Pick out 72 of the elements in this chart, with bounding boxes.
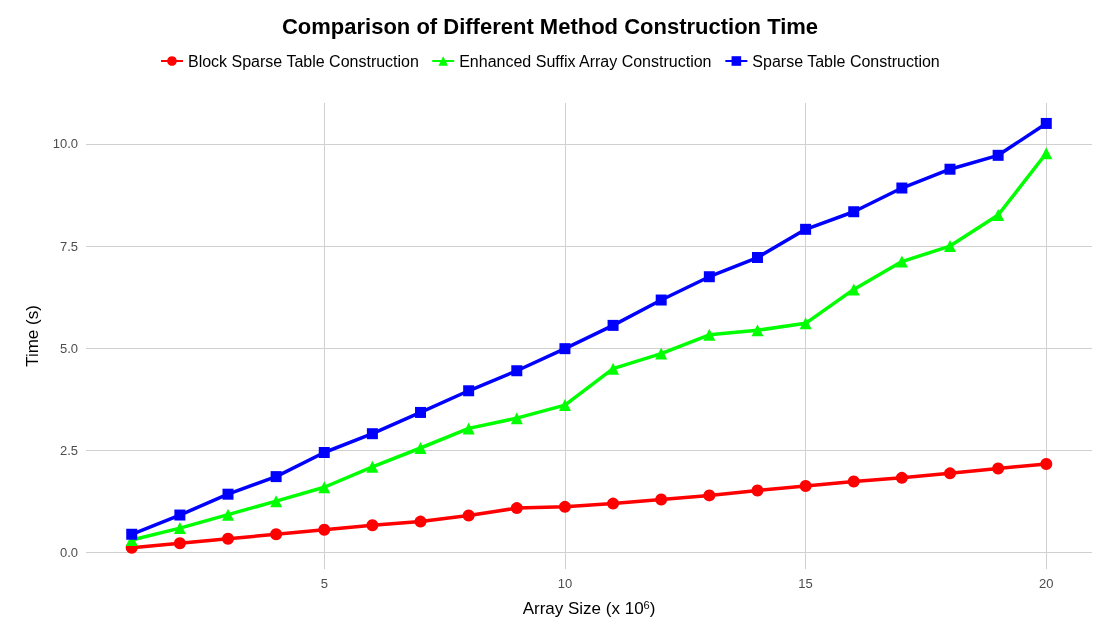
point	[992, 149, 1004, 161]
point	[944, 163, 956, 175]
point	[366, 460, 379, 473]
point	[703, 328, 716, 341]
point	[607, 319, 619, 331]
point	[173, 522, 186, 535]
y-tick-label: 5.0	[59, 340, 78, 356]
point	[895, 471, 908, 484]
chart-title: Comparison of Different Method Construction Time	[281, 13, 819, 39]
legend-label: Sparse Table Construction	[752, 52, 940, 70]
point	[558, 399, 571, 412]
x-tick-label: 5	[320, 576, 328, 591]
point	[751, 252, 763, 264]
point	[318, 481, 331, 494]
point	[318, 447, 330, 458]
y-tick-label: 2.5	[59, 442, 78, 458]
point	[174, 509, 186, 521]
x-tick-label: 10	[557, 576, 573, 591]
point	[414, 442, 427, 454]
x-tick-label: 20	[1039, 576, 1054, 591]
point	[655, 294, 667, 306]
point	[510, 502, 523, 515]
point	[847, 475, 860, 488]
point	[895, 255, 908, 268]
point	[318, 523, 331, 536]
y-tick-label: 7.5	[59, 238, 78, 254]
point	[366, 428, 378, 440]
point	[944, 240, 956, 253]
point	[510, 412, 523, 425]
point	[559, 343, 571, 355]
point	[1040, 457, 1053, 470]
point	[1040, 117, 1052, 129]
point	[222, 508, 234, 521]
point	[270, 528, 283, 541]
point	[848, 206, 860, 218]
point	[366, 519, 379, 532]
point	[1040, 147, 1053, 160]
point	[462, 509, 475, 522]
point	[800, 223, 812, 235]
y-axis-title: Time (s)	[23, 305, 42, 367]
point	[414, 515, 427, 528]
point	[126, 528, 138, 540]
point	[703, 489, 716, 502]
point	[415, 406, 427, 418]
point	[463, 385, 475, 397]
point	[607, 497, 620, 510]
y-tick-label: 10.0	[52, 136, 78, 152]
point	[270, 495, 283, 508]
legend-label: Enhanced Suffix Array Construction	[459, 52, 712, 70]
point	[751, 324, 764, 337]
point	[655, 493, 668, 506]
point	[222, 532, 234, 545]
point	[703, 271, 715, 283]
legend-label: Block Sparse Table Construction	[187, 52, 419, 70]
point	[799, 317, 812, 330]
point	[847, 283, 860, 296]
point	[944, 467, 956, 480]
point	[655, 347, 668, 360]
point	[173, 537, 186, 550]
point	[462, 422, 475, 435]
point	[799, 480, 812, 493]
x-tick-label: 15	[798, 576, 813, 591]
y-tick-label: 0.0	[59, 545, 78, 561]
point	[751, 484, 764, 497]
point	[607, 362, 620, 375]
point	[896, 182, 908, 194]
point	[222, 488, 234, 500]
point	[270, 471, 282, 483]
point	[511, 365, 523, 377]
point	[558, 500, 571, 513]
point	[992, 462, 1005, 475]
point	[992, 209, 1005, 221]
